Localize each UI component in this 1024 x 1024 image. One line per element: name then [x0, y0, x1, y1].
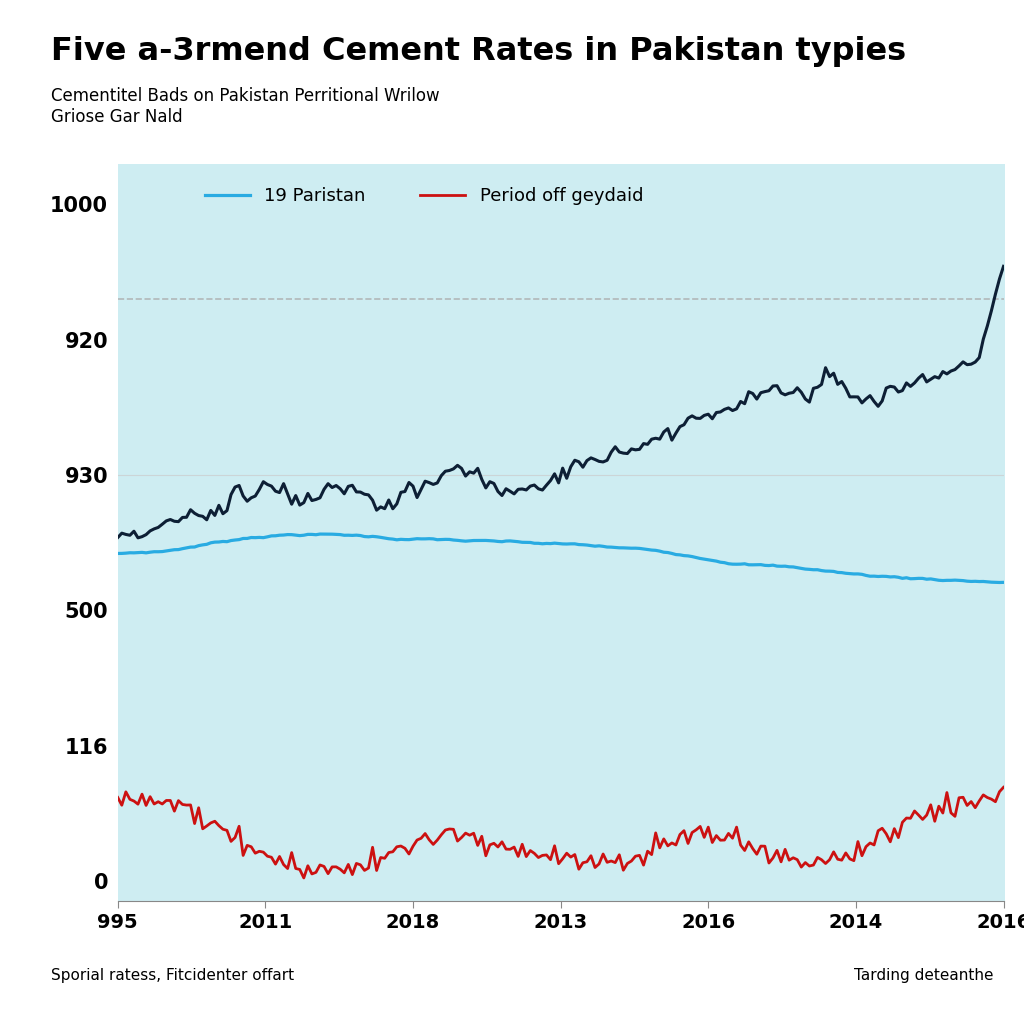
Text: Five a-3rmend Cement Rates in Pakistan typies: Five a-3rmend Cement Rates in Pakistan t… [51, 36, 906, 67]
Text: Sporial ratess, Fitcidenter offart: Sporial ratess, Fitcidenter offart [51, 968, 294, 983]
Legend: 19 Paristan, Period off geydaid: 19 Paristan, Period off geydaid [198, 180, 650, 213]
Text: Cementitel Bads on Pakistan Perritional Wrilow
Griose Gar Nald: Cementitel Bads on Pakistan Perritional … [51, 87, 440, 126]
Text: Tarding deteanthe: Tarding deteanthe [854, 968, 993, 983]
